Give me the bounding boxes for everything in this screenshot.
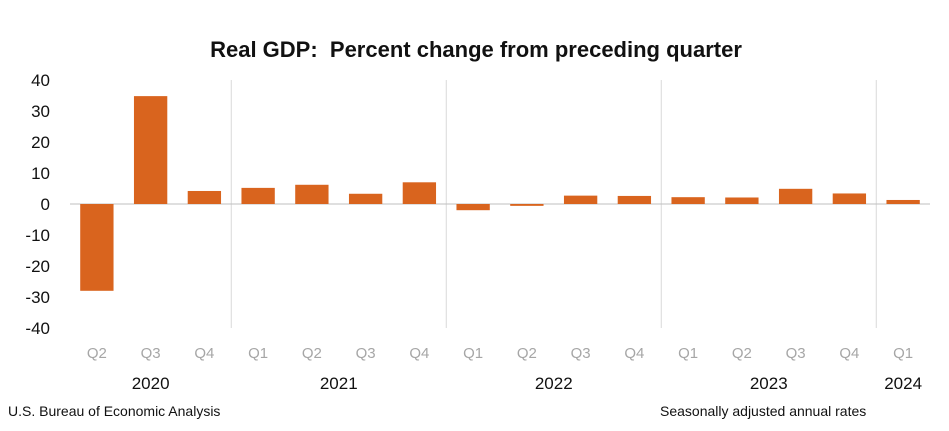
year-label: 2022 [535,374,573,393]
x-tick-label: Q3 [356,345,376,362]
x-tick-label: Q3 [786,345,806,362]
bar [563,195,598,204]
year-label: 2020 [132,374,170,393]
x-tick-label: Q3 [141,345,161,362]
bar [348,193,383,204]
year-label: 2023 [750,374,788,393]
y-tick-label: 0 [41,195,50,214]
y-tick-label: 10 [31,164,50,183]
bar [725,197,759,204]
bar [886,199,920,204]
bar [671,197,705,204]
x-tick-label: Q1 [463,345,483,362]
x-tick-label: Q3 [571,345,591,362]
y-tick-label: -10 [25,226,50,245]
bar [133,96,168,204]
x-tick-label: Q2 [302,345,322,362]
chart-title: Real GDP: Percent change from preceding … [210,37,742,62]
x-tick-label: Q2 [517,345,537,362]
x-tick-label: Q4 [624,345,644,362]
year-label: 2024 [884,374,922,393]
y-tick-label: -30 [25,288,50,307]
x-axis-year-labels: 2020 2021 2022 2023 2024 [132,374,922,393]
bar [295,184,329,204]
source-note: U.S. Bureau of Economic Analysis [8,403,220,419]
bars-group [80,96,920,291]
y-axis-ticks: 40 30 20 10 0 -10 -20 -30 -40 [25,71,50,338]
y-tick-label: -20 [25,257,50,276]
bar [187,190,222,204]
x-tick-label: Q1 [893,345,913,362]
y-tick-label: -40 [25,319,50,338]
x-tick-label: Q4 [409,345,429,362]
y-tick-label: 30 [31,102,50,121]
bar [832,193,867,204]
bar [456,204,490,211]
y-tick-label: 40 [31,71,50,90]
bar [241,187,275,204]
year-label: 2021 [320,374,358,393]
bar [617,195,652,204]
x-tick-label: Q1 [248,345,268,362]
x-tick-label: Q2 [87,345,107,362]
x-axis-quarter-labels: Q2 Q3 Q4 Q1 Q2 Q3 Q4 Q1 Q2 Q3 Q4 Q1 Q2 Q3 Q4 Q1 [87,345,913,362]
rates-note: Seasonally adjusted annual rates [660,403,866,419]
x-tick-label: Q1 [678,345,698,362]
x-tick-label: Q2 [732,345,752,362]
bar [510,204,544,206]
bar [80,204,114,291]
x-tick-label: Q4 [194,345,214,362]
bar [778,188,813,204]
y-tick-label: 20 [31,133,50,152]
x-tick-label: Q4 [839,345,859,362]
bar [402,182,437,204]
